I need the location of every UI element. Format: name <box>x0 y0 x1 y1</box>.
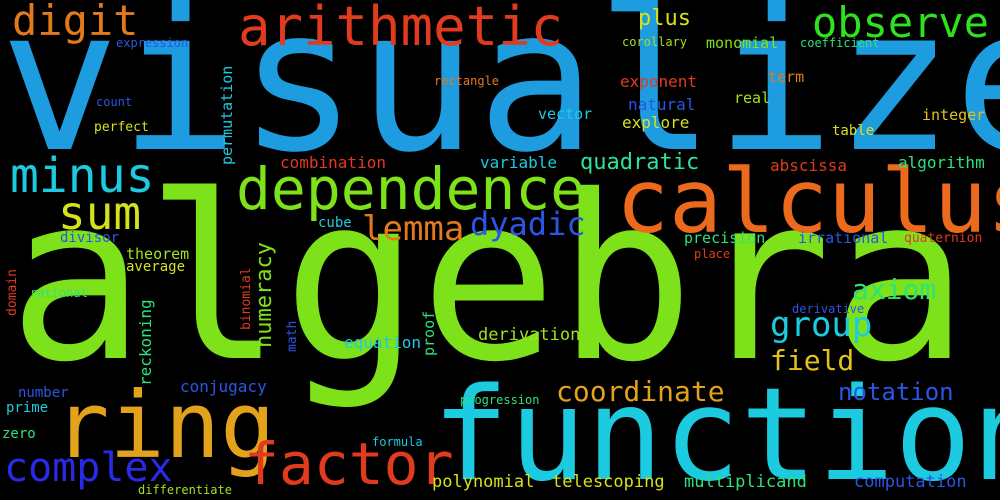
word-telescoping: telescoping <box>552 472 665 492</box>
word-calculus: calculus <box>616 150 1000 253</box>
word-math: math <box>285 320 300 352</box>
word-conjugacy: conjugacy <box>180 377 267 396</box>
word-place: place <box>694 247 731 261</box>
word-term: term <box>768 68 805 86</box>
word-arithmetic: arithmetic <box>238 0 564 58</box>
word-precision: precision <box>684 229 766 247</box>
word-cube: cube <box>318 215 352 231</box>
word-abscissa: abscissa <box>770 156 848 175</box>
word-quadratic: quadratic <box>580 150 700 175</box>
word-sum: sum <box>58 186 142 240</box>
word-digit: digit <box>12 0 139 45</box>
word-computation: computation <box>854 472 967 492</box>
word-monomial: monomial <box>706 34 779 52</box>
word-observe: observe <box>812 0 990 47</box>
word-group: group <box>770 305 873 345</box>
word-rectangle: rectangle <box>434 74 500 88</box>
word-proof: proof <box>420 310 438 356</box>
word-permutation: permutation <box>218 65 236 165</box>
word-progression: progression <box>460 393 540 407</box>
word-equation: equation <box>344 333 422 352</box>
word-integer: integer <box>922 106 986 124</box>
word-differentiate: differentiate <box>138 483 232 497</box>
word-axiom: axiom <box>852 273 937 306</box>
word-theorem: theorem <box>126 245 190 263</box>
word-lemma: lemma <box>362 209 465 249</box>
word-irrational: irrational <box>798 229 889 247</box>
word-average: average <box>126 259 186 275</box>
word-dependence: dependence <box>236 155 586 223</box>
word-plus: plus <box>638 6 691 31</box>
word-coefficient: coefficient <box>800 36 880 50</box>
word-polynomial: polynomial <box>432 472 535 492</box>
word-natural: natural <box>628 95 696 114</box>
word-divisor: divisor <box>60 230 120 246</box>
word-explore: explore <box>622 113 690 132</box>
word-expression: expression <box>116 36 189 50</box>
word-dyadic: dyadic <box>470 205 586 243</box>
word-numeracy: numeracy <box>252 242 277 348</box>
word-factor: factor <box>244 430 454 498</box>
word-field: field <box>770 344 855 377</box>
word-number: number <box>18 385 69 401</box>
word-derivative: derivative <box>792 302 865 316</box>
word-algebra: algebra <box>8 146 969 412</box>
word-perfect: perfect <box>94 120 149 135</box>
word-table: table <box>832 123 875 139</box>
word-visualize: visualize <box>0 0 1000 196</box>
word-formula: formula <box>372 435 423 449</box>
word-minus: minus <box>10 148 155 204</box>
word-ring: ring <box>54 372 276 479</box>
word-prime: prime <box>6 400 49 416</box>
word-binomial: binomial <box>239 267 254 330</box>
word-corollary: corollary <box>622 35 688 49</box>
word-coordinate: coordinate <box>556 375 725 408</box>
word-variable: variable <box>480 153 558 172</box>
word-complex: complex <box>4 445 173 491</box>
word-exponent: exponent <box>620 72 698 91</box>
word-algorithm: algorithm <box>898 153 985 172</box>
word-function: function <box>432 361 1000 500</box>
word-real: real <box>734 89 771 107</box>
word-rational: rational <box>30 286 88 300</box>
word-derivation: derivation <box>478 325 581 345</box>
word-reckoning: reckoning <box>136 299 155 386</box>
word-combination: combination <box>280 153 386 172</box>
word-zero: zero <box>2 426 36 442</box>
word-quaternion: quaternion <box>904 231 983 246</box>
word-multiplicand: multiplicand <box>684 472 807 492</box>
word-count: count <box>96 95 133 109</box>
word-notation: notation <box>838 378 954 406</box>
word-domain: domain <box>5 269 20 316</box>
word-vector: vector <box>538 105 593 123</box>
